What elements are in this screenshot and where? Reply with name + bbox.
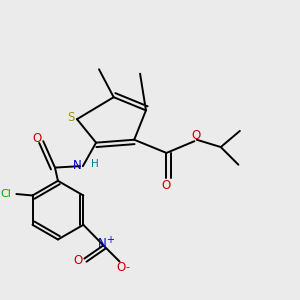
Text: O: O	[74, 254, 83, 267]
Text: S: S	[67, 111, 74, 124]
Text: +: +	[106, 235, 114, 245]
Text: O: O	[191, 129, 200, 142]
Text: O: O	[162, 179, 171, 192]
Text: N: N	[98, 237, 106, 250]
Text: O: O	[116, 262, 126, 275]
Text: -: -	[126, 262, 130, 272]
Text: N: N	[73, 159, 81, 172]
Text: H: H	[91, 159, 99, 169]
Text: O: O	[32, 132, 41, 145]
Text: Cl: Cl	[0, 189, 11, 199]
